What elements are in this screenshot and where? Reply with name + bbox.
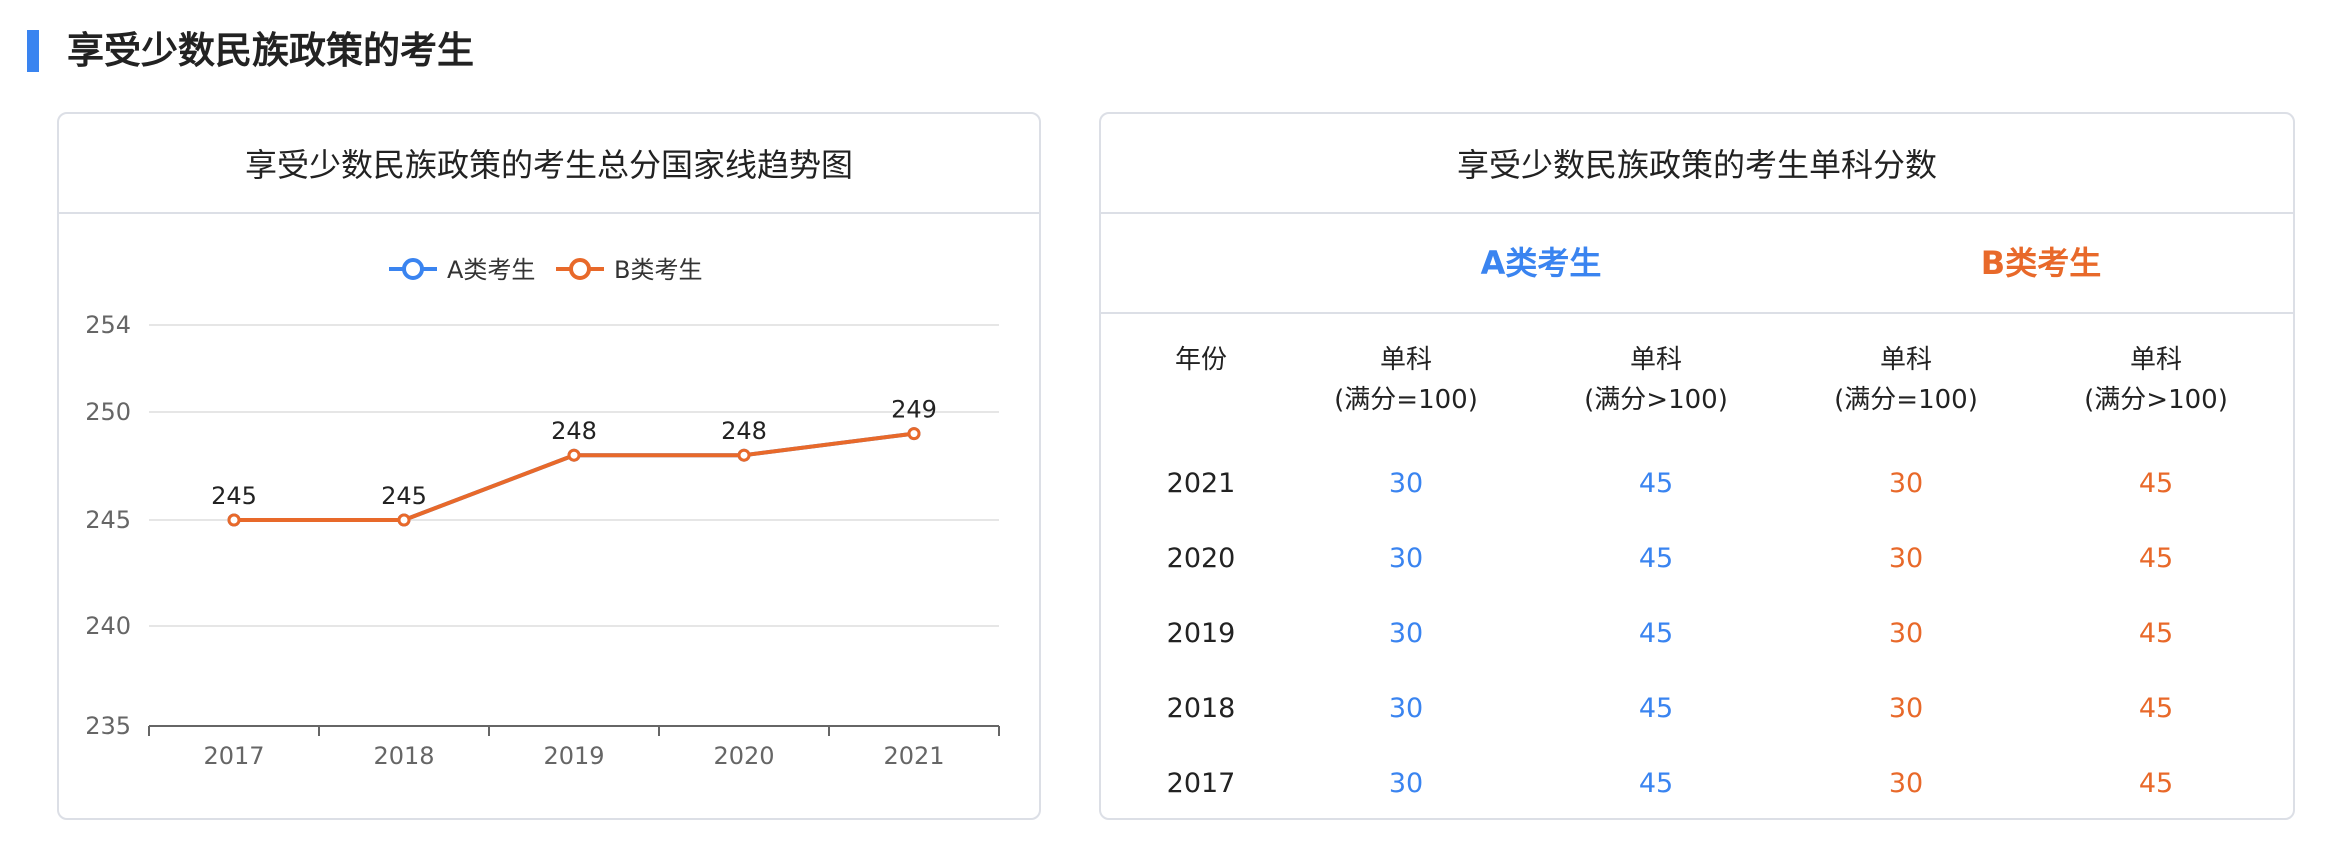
header-b-col1-line1: 单科 — [1879, 345, 1932, 375]
line-chart: 254 250 245 240 235 2017 2018 2019 2020 2021 A类考生 B… — [85, 256, 1000, 770]
cell-a-over100: 45 — [1638, 468, 1674, 499]
cell-b-over100: 45 — [2138, 543, 2174, 574]
group-header-row: A类考生 B类考生 — [1101, 214, 2293, 314]
header-a-col2: 单科 (满分>100) — [1556, 340, 1756, 420]
cell-a-full100: 30 — [1388, 618, 1424, 649]
table-row-year: 2017 — [1166, 768, 1236, 799]
legend-label-b: B类考生 — [614, 256, 702, 284]
data-point — [907, 427, 921, 441]
group-b-label: B类考生 — [1980, 244, 2102, 282]
legend-marker-a — [402, 258, 424, 280]
header-year: 年份 — [1174, 345, 1227, 375]
data-label: 249 — [891, 396, 937, 424]
legend-label-a: A类考生 — [447, 256, 535, 284]
cell-b-full100: 30 — [1888, 693, 1924, 724]
data-point — [567, 448, 581, 462]
y-tick-label: 240 — [85, 612, 131, 640]
cell-a-over100: 45 — [1638, 618, 1674, 649]
cell-b-full100: 30 — [1888, 543, 1924, 574]
chart-card-title: 享受少数民族政策的考生总分国家线趋势图 — [59, 114, 1039, 214]
cell-a-over100: 45 — [1638, 543, 1674, 574]
header-b-col2: 单科 (满分>100) — [2056, 340, 2256, 420]
cell-a-full100: 30 — [1388, 768, 1424, 799]
table-row-year: 2018 — [1166, 693, 1236, 724]
cell-b-full100: 30 — [1888, 768, 1924, 799]
header-b-col2-line1: 单科 — [2129, 345, 2182, 375]
header-a-col1-line1: 单科 — [1379, 345, 1432, 375]
cell-b-full100: 30 — [1888, 468, 1924, 499]
table-row-year: 2019 — [1166, 618, 1236, 649]
header-b-col1: 单科 (满分=100) — [1806, 340, 2006, 420]
cell-b-full100: 30 — [1888, 618, 1924, 649]
x-tick-label: 2021 — [883, 742, 944, 770]
header-a-col1: 单科 (满分=100) — [1306, 340, 1506, 420]
header-b-col2-line2: (满分>100) — [2084, 385, 2228, 415]
legend-marker-b — [569, 258, 591, 280]
cell-a-full100: 30 — [1388, 543, 1424, 574]
cell-a-full100: 30 — [1388, 693, 1424, 724]
x-tick-label: 2019 — [543, 742, 604, 770]
header-b-col1-line2: (满分=100) — [1834, 385, 1978, 415]
cell-b-over100: 45 — [2138, 618, 2174, 649]
data-label: 248 — [721, 417, 767, 445]
data-point — [737, 448, 751, 462]
cell-b-over100: 45 — [2138, 768, 2174, 799]
table-row-year: 2021 — [1166, 468, 1236, 499]
cell-a-over100: 45 — [1638, 693, 1674, 724]
group-a-label: A类考生 — [1480, 244, 1602, 282]
score-table-card: 享受少数民族政策的考生单科分数 A类考生 B类考生 年份 单科 (满分=100)… — [1099, 112, 2295, 820]
section-accent-bar — [27, 30, 39, 72]
data-label: 248 — [551, 417, 597, 445]
data-label: 245 — [381, 482, 427, 510]
header-a-col2-line1: 单科 — [1629, 345, 1682, 375]
header-a-col1-line2: (满分=100) — [1334, 385, 1478, 415]
table-row-year: 2020 — [1166, 543, 1236, 574]
x-tick-label: 2017 — [203, 742, 264, 770]
data-point — [227, 513, 241, 527]
y-tick-label: 235 — [85, 712, 131, 740]
data-point — [397, 513, 411, 527]
section-title: 享受少数民族政策的考生 — [67, 29, 474, 72]
trend-chart-card: 享受少数民族政策的考生总分国家线趋势图 254 250 245 240 235 2017 2… — [57, 112, 1041, 820]
cell-b-over100: 45 — [2138, 468, 2174, 499]
y-tick-label: 254 — [85, 311, 131, 339]
cell-a-full100: 30 — [1388, 468, 1424, 499]
data-label: 245 — [211, 482, 257, 510]
x-tick-label: 2018 — [373, 742, 434, 770]
cell-b-over100: 45 — [2138, 693, 2174, 724]
y-tick-label: 250 — [85, 398, 131, 426]
series-line-b — [234, 431, 915, 522]
header-a-col2-line2: (满分>100) — [1584, 385, 1728, 415]
cell-a-over100: 45 — [1638, 768, 1674, 799]
y-tick-label: 245 — [85, 506, 131, 534]
table-card-title: 享受少数民族政策的考生单科分数 — [1101, 114, 2293, 214]
x-tick-label: 2020 — [713, 742, 774, 770]
